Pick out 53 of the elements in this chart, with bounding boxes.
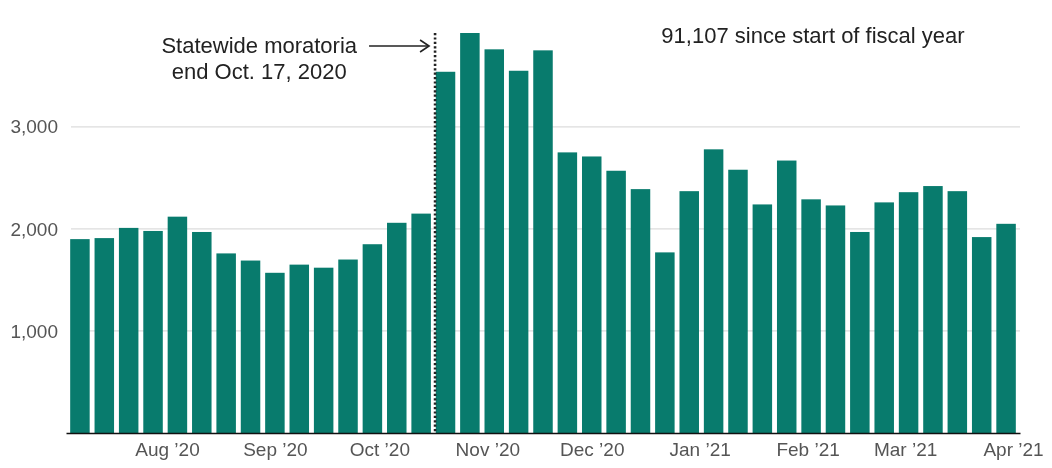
- bar: [118, 227, 139, 433]
- bar: [362, 244, 383, 433]
- bar: [850, 231, 870, 433]
- x-tick-label: Apr ’21: [983, 439, 1044, 461]
- bar: [216, 253, 236, 433]
- x-tick-label: Mar ’21: [873, 439, 938, 461]
- x-tick-label: Feb ’21: [776, 439, 840, 461]
- bar: [923, 186, 943, 433]
- bar: [728, 169, 748, 433]
- bar: [265, 272, 285, 433]
- bar: [630, 189, 651, 433]
- bar: [874, 202, 894, 433]
- ref-line-label: Statewide moratoria end Oct. 17, 2020: [161, 33, 358, 84]
- bar: [484, 49, 504, 433]
- bar: [338, 259, 358, 433]
- bar: [313, 267, 334, 433]
- x-tick-label: Oct ’20: [349, 439, 410, 461]
- bar: [460, 33, 480, 433]
- bar: [387, 222, 407, 433]
- bar: [996, 223, 1016, 433]
- bar: [776, 160, 797, 433]
- bar: [240, 260, 261, 433]
- bar: [289, 264, 310, 433]
- bar: [582, 156, 602, 433]
- bar: [679, 191, 699, 433]
- y-tick-label: 1,000: [10, 320, 58, 342]
- bar: [898, 192, 919, 433]
- y-tick-label: 3,000: [10, 116, 58, 138]
- bar: [606, 170, 626, 433]
- x-tick-label: Dec ’20: [560, 439, 625, 461]
- bar: [435, 71, 456, 433]
- bar: [143, 230, 163, 433]
- bar: [947, 191, 968, 433]
- bar: [533, 50, 553, 433]
- x-tick-label: Sep ’20: [243, 439, 308, 461]
- bar: [801, 199, 821, 433]
- bar: [94, 238, 115, 433]
- bar: [411, 213, 431, 433]
- annotation: 91,107 since start of fiscal year: [661, 23, 965, 48]
- x-tick-label: Nov ’20: [455, 439, 520, 461]
- bar: [557, 152, 578, 433]
- bar: [825, 205, 846, 433]
- y-tick-label: 2,000: [10, 218, 58, 240]
- bar: [192, 231, 212, 433]
- bar: [70, 239, 90, 433]
- x-tick-label: Jan ’21: [669, 439, 731, 461]
- bar: [167, 216, 188, 433]
- bar: [971, 237, 992, 433]
- bar: [703, 149, 724, 433]
- bar: [508, 70, 529, 433]
- x-tick-label: Aug ’20: [135, 439, 200, 461]
- bar: [752, 204, 773, 433]
- bar: [655, 252, 675, 433]
